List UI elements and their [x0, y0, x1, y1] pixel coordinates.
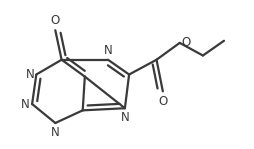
Text: O: O [51, 14, 60, 27]
Text: N: N [104, 44, 113, 57]
Text: N: N [51, 126, 60, 139]
Text: O: O [182, 36, 191, 49]
Text: N: N [21, 98, 30, 111]
Text: N: N [25, 68, 34, 81]
Text: O: O [158, 94, 167, 108]
Text: N: N [120, 111, 129, 124]
